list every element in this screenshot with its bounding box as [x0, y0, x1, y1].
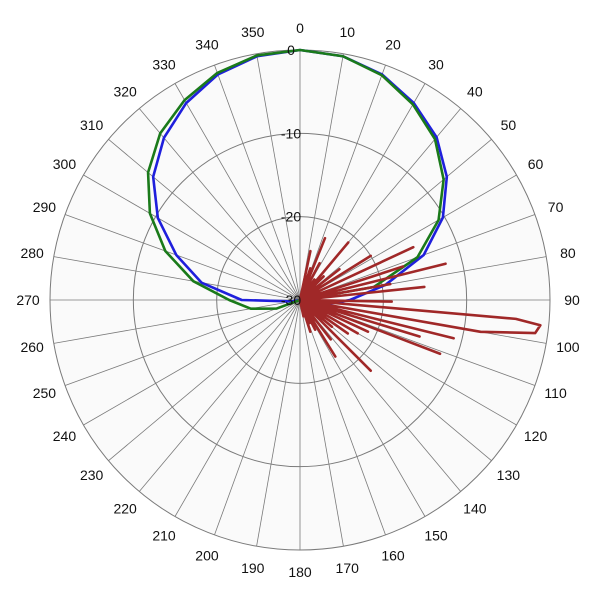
spoke-60	[299, 174, 517, 301]
angle-tick-label: 170	[336, 560, 360, 576]
spoke-300	[83, 174, 301, 301]
angle-tick-label: 330	[152, 56, 176, 72]
angle-tick-label: 200	[195, 548, 219, 564]
angle-tick-label: 260	[20, 339, 44, 355]
spoke-350	[256, 53, 301, 301]
spoke-320	[138, 108, 301, 301]
spoke-160	[299, 299, 386, 536]
spoke-280	[53, 256, 301, 301]
radial-tick-label: -20	[281, 209, 301, 225]
angle-tick-label: 220	[113, 500, 137, 516]
angle-tick-label: 0	[296, 20, 304, 36]
spoke-20	[299, 64, 386, 301]
angle-tick-label: 240	[53, 428, 77, 444]
angle-tick-label: 110	[544, 385, 567, 401]
spoke-220	[138, 299, 301, 492]
spoke-290	[64, 214, 301, 301]
angle-tick-label: 340	[195, 36, 219, 52]
angle-tick-label: 190	[241, 560, 265, 576]
ring--10	[132, 132, 468, 468]
angle-tick-label: 130	[497, 467, 521, 483]
radial-tick-label: -30	[281, 292, 301, 308]
angle-tick-label: 20	[385, 36, 401, 52]
angle-tick-label: 100	[556, 339, 580, 355]
series-layer	[146, 48, 542, 373]
spoke-340	[214, 64, 301, 301]
radial-labels: 0 -10 -20 -30	[281, 42, 301, 308]
series-line-2	[146, 48, 445, 310]
angle-tick-label: 160	[381, 548, 405, 564]
angle-tick-label: 350	[241, 24, 265, 40]
angle-tick-label: 60	[528, 156, 544, 172]
spoke-260	[53, 299, 301, 344]
angle-tick-label: 180	[288, 564, 312, 580]
spoke-250	[64, 299, 301, 386]
spoke-140	[299, 299, 462, 492]
spoke-310	[108, 138, 301, 301]
angle-tick-label: 270	[16, 292, 40, 308]
angle-tick-label: 80	[560, 245, 576, 261]
spoke-30	[299, 83, 426, 301]
angle-tick-label: 10	[339, 24, 355, 40]
angle-tick-label: 140	[463, 500, 487, 516]
radial-tick-label: -10	[281, 125, 301, 141]
grid-rings	[49, 49, 551, 551]
spoke-330	[174, 83, 301, 301]
spoke-170	[299, 299, 344, 547]
spoke-190	[256, 299, 301, 547]
angle-tick-label: 230	[80, 467, 104, 483]
spoke-210	[174, 299, 301, 517]
spoke-240	[83, 299, 301, 426]
series-line-3	[298, 236, 542, 373]
spoke-50	[299, 138, 492, 301]
angle-tick-label: 250	[33, 385, 57, 401]
spoke-10	[299, 53, 344, 301]
spoke-200	[214, 299, 301, 536]
angle-tick-label: 300	[53, 156, 77, 172]
angle-tick-label: 90	[564, 292, 580, 308]
ring--20	[216, 216, 384, 384]
angle-tick-label: 70	[548, 199, 564, 215]
angle-tick-label: 290	[33, 199, 57, 215]
angle-tick-label: 50	[501, 117, 517, 133]
angle-tick-label: 40	[467, 84, 483, 100]
angle-tick-label: 210	[152, 528, 176, 544]
radial-tick-label: 0	[287, 42, 295, 58]
angle-tick-label: 30	[428, 56, 444, 72]
spoke-150	[299, 299, 426, 517]
angle-tick-label: 120	[524, 428, 548, 444]
angle-tick-label: 280	[20, 245, 44, 261]
angle-tick-label: 320	[113, 84, 137, 100]
angle-labels: 0 10 20 30 40 50 60 70 80 90 100 110 120 130 140 150 160…	[16, 20, 580, 580]
spoke-230	[108, 299, 301, 462]
angle-tick-label: 310	[80, 117, 104, 133]
angle-tick-label: 150	[424, 528, 448, 544]
